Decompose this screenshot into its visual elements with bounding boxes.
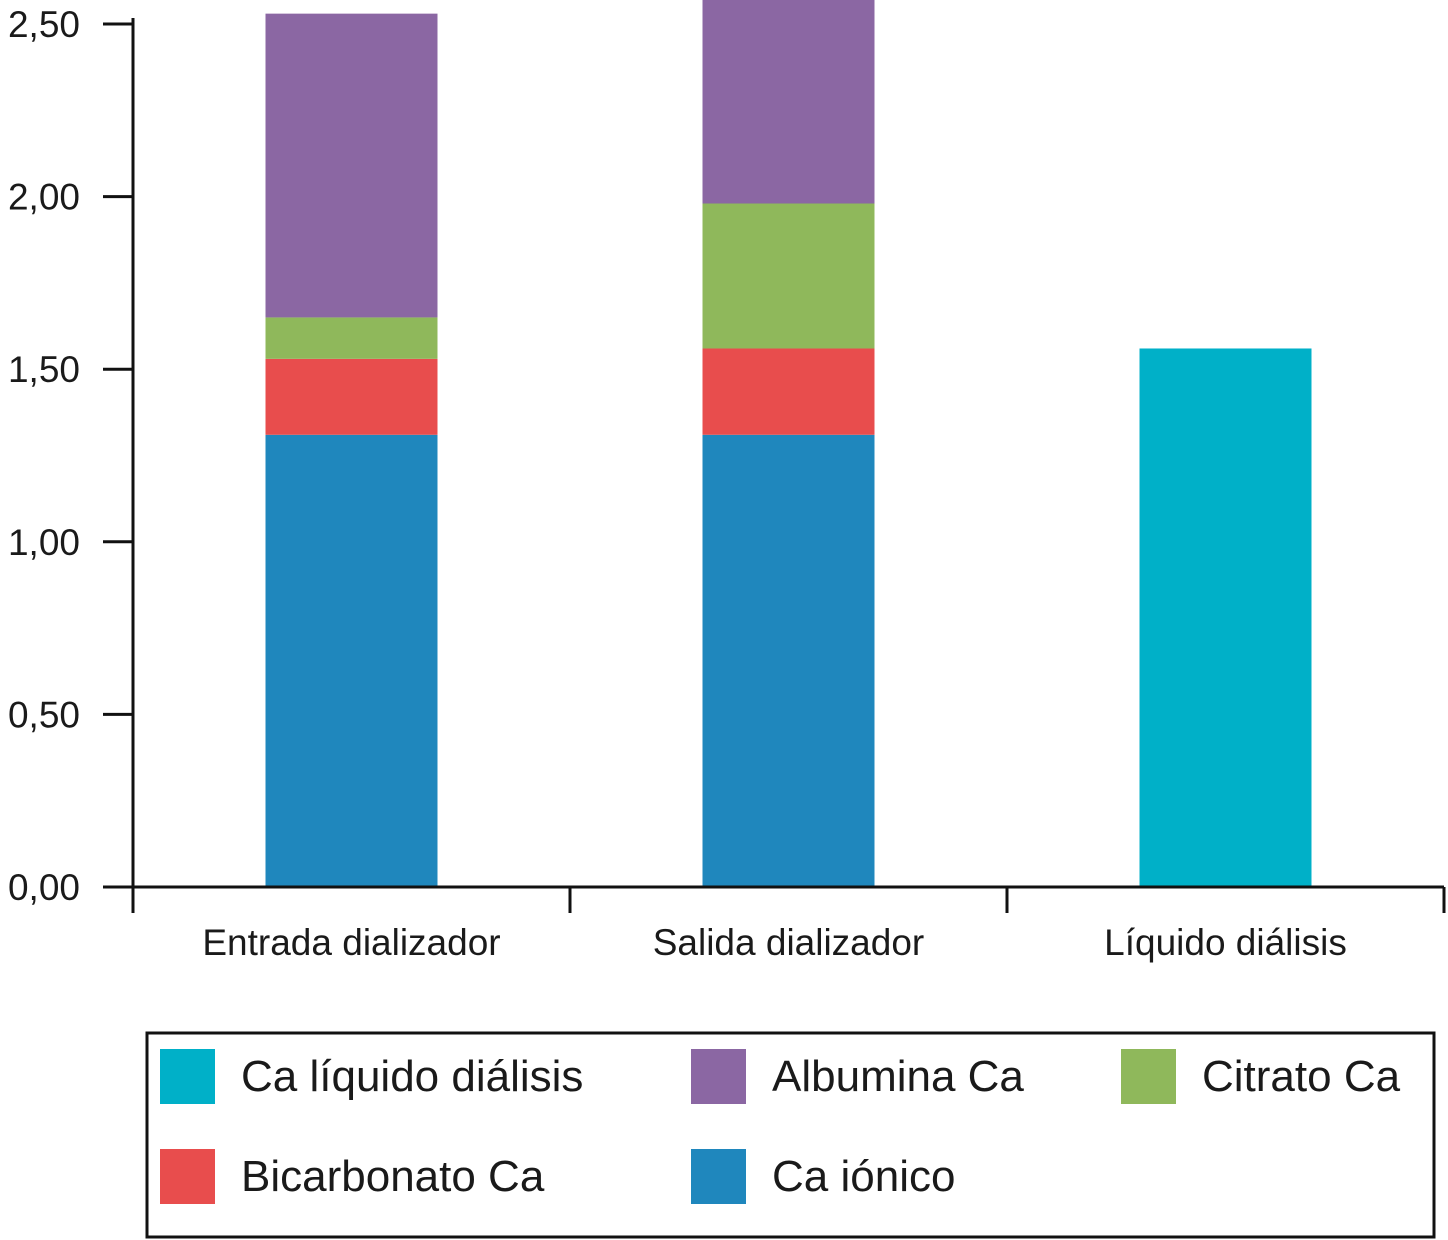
bar-segment-ca-ionico-salida-dializador xyxy=(702,434,875,887)
x-category-label: Líquido diálisis xyxy=(1104,922,1347,963)
y-tick-label: 2,00 xyxy=(8,177,80,218)
legend-label-citrato-ca: Citrato Ca xyxy=(1202,1052,1401,1101)
y-tick-label: 0,00 xyxy=(8,867,80,908)
legend-box xyxy=(145,1031,1436,1239)
axes-layer: 0,00 0,50 1,00 1,50 2,00 2,50 Entrada dializad… xyxy=(8,4,1446,963)
bar-segment-albumina-ca-salida-dializador xyxy=(702,0,875,204)
legend-swatch-ca-ionico xyxy=(691,1149,746,1204)
legend-swatch-ca-liquido-dialisis xyxy=(160,1049,215,1104)
bar-segment-ca-liquido-dialisis-liquido-dialisis xyxy=(1139,348,1312,887)
x-category-label: Salida dializador xyxy=(653,922,925,963)
legend-label-bicarbonato-ca: Bicarbonato Ca xyxy=(241,1152,545,1201)
legend-label-ca-ionico: Ca iónico xyxy=(772,1152,955,1201)
legend-swatch-citrato-ca xyxy=(1121,1049,1176,1104)
legend-label-ca-liquido-dialisis: Ca líquido diálisis xyxy=(241,1052,583,1101)
bar-segment-bicarbonato-ca-salida-dializador xyxy=(702,348,875,435)
y-tick-label: 2,50 xyxy=(8,4,80,45)
legend-label-albumina-ca: Albumina Ca xyxy=(772,1052,1024,1101)
legend-swatch-bicarbonato-ca xyxy=(160,1149,215,1204)
bar-segment-bicarbonato-ca-entrada-dializador xyxy=(265,358,438,435)
x-category-label: Entrada dializador xyxy=(202,922,500,963)
bar-segment-citrato-ca-entrada-dializador xyxy=(265,317,438,359)
bar-segment-citrato-ca-salida-dializador xyxy=(702,203,875,349)
bar-segment-ca-ionico-entrada-dializador xyxy=(265,434,438,887)
y-tick-label: 0,50 xyxy=(8,694,80,735)
legend: Ca líquido diálisis Albumina Ca Citrato Ca… xyxy=(145,1031,1436,1239)
bars-layer xyxy=(265,0,1312,887)
bar-segment-albumina-ca-entrada-dializador xyxy=(265,13,438,318)
y-tick-label: 1,00 xyxy=(8,522,80,563)
legend-swatch-albumina-ca xyxy=(691,1049,746,1104)
y-tick-label: 1,50 xyxy=(8,349,80,390)
